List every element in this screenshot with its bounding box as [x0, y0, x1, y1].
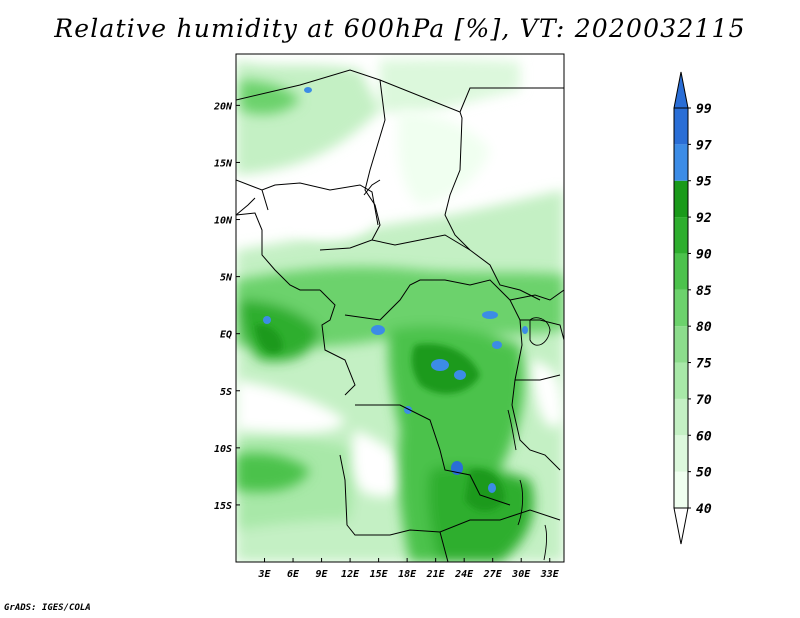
- grads-credit: GrADS: IGES/COLA: [4, 603, 91, 613]
- colorbar-segment: [674, 362, 688, 399]
- colorbar-label: 70: [696, 393, 712, 408]
- colorbar-label: 92: [696, 211, 712, 226]
- colorbar-top-triangle: [673, 71, 689, 109]
- x-tick-label: 24E: [454, 569, 474, 580]
- x-tick-label: 33E: [540, 569, 560, 580]
- colorbar-label: 99: [696, 102, 712, 117]
- colorbar-segment: [674, 326, 688, 363]
- colorbar-segment: [674, 471, 688, 508]
- colorbar-frame: [673, 107, 689, 509]
- colorbar-segment: [674, 108, 688, 145]
- colorbar-segment: [674, 398, 688, 436]
- colorbar-label: 60: [696, 429, 712, 444]
- colorbar-label: 50: [696, 466, 712, 481]
- colorbar-label: 85: [696, 284, 712, 299]
- y-tick-label: 15S: [214, 501, 232, 512]
- humidity-field: [236, 54, 564, 562]
- colorbar-bottom-triangle: [673, 507, 689, 545]
- colorbar-label: 95: [696, 175, 712, 190]
- x-tick-label: 12E: [341, 569, 360, 580]
- colorbar-segment: [674, 180, 688, 218]
- colorbar-segment: [674, 253, 688, 290]
- colorbar-segment: [674, 289, 688, 327]
- y-tick-label: 10N: [214, 216, 233, 227]
- map-frame: [235, 53, 565, 563]
- colorbar: 40 50 60 70 75 80 85 90 92 95 97 99: [673, 71, 712, 545]
- colorbar-segment: [674, 435, 688, 472]
- y-tick-label: 5S: [220, 387, 232, 398]
- colorbar-segment: [674, 144, 688, 181]
- country-borders: [236, 69, 564, 562]
- x-tick-label: 6E: [287, 569, 300, 580]
- y-tick-label: EQ: [220, 330, 232, 341]
- x-tick-label: 9E: [316, 569, 329, 580]
- colorbar-label: 40: [696, 502, 712, 517]
- x-tick-label: 27E: [483, 569, 503, 580]
- x-tick-label: 15E: [370, 569, 389, 580]
- y-tick-label: 10S: [214, 444, 232, 455]
- y-tick-label: 20N: [213, 101, 233, 112]
- x-tick-label: 21E: [426, 569, 446, 580]
- x-tick-label: 3E: [257, 569, 271, 580]
- y-tick-label: 15N: [214, 158, 233, 169]
- x-tick-label: 18E: [398, 569, 417, 580]
- x-tick-label: 30E: [511, 569, 531, 580]
- colorbar-label: 75: [696, 357, 712, 372]
- colorbar-segment: [674, 217, 688, 254]
- colorbar-label: 97: [696, 138, 712, 153]
- colorbar-label: 90: [696, 247, 712, 262]
- chart-title: Relative humidity at 600hPa [%], VT: 202…: [54, 14, 746, 43]
- y-tick-label: 5N: [220, 273, 233, 284]
- colorbar-label: 80: [696, 320, 712, 335]
